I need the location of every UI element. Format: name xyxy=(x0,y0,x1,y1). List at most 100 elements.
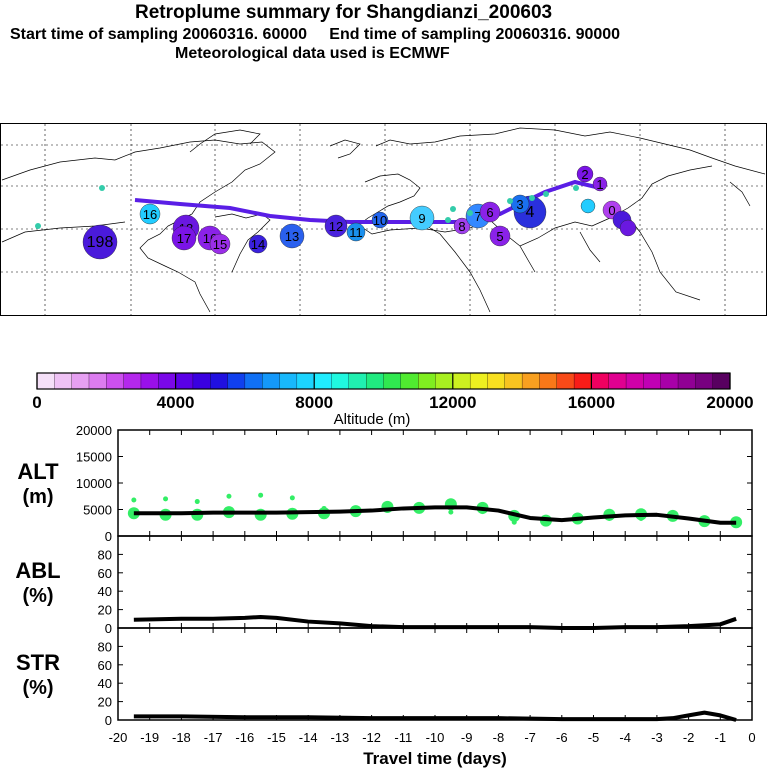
panel-abl: 0 20 40 60 80 ABL(%) xyxy=(15,535,753,636)
plume-marker xyxy=(479,201,501,223)
x-tick-label: -13 xyxy=(331,730,350,745)
colorbar-cell xyxy=(383,372,402,390)
plume-marker-label: 198 xyxy=(87,234,114,251)
plume-marker-label: 6 xyxy=(486,205,493,220)
plume-speckle xyxy=(445,217,451,223)
y-tick-label: 80 xyxy=(98,639,112,654)
plume-marker-label: 5 xyxy=(496,229,503,244)
plume-marker xyxy=(580,198,596,214)
x-tick-label: -1 xyxy=(715,730,727,745)
plume-speckle xyxy=(99,185,105,191)
colorbar-cell xyxy=(331,372,350,390)
plume-marker xyxy=(82,224,118,260)
panel-frame xyxy=(117,627,753,721)
panel-alt: 0 5000 10000 15000 20000 ALT(m) xyxy=(17,423,753,544)
plume-speckle xyxy=(529,195,535,201)
plume-marker-label: 12 xyxy=(329,219,343,234)
plume-marker-label: 2 xyxy=(581,167,588,182)
plume-marker xyxy=(576,165,594,183)
y-tick-label: 20 xyxy=(98,695,112,710)
altitude-dot xyxy=(638,516,644,522)
colorbar-cell xyxy=(88,372,107,390)
altitude-dot xyxy=(131,497,137,503)
plume-marker-label: 10 xyxy=(373,213,387,228)
colorbar-cell xyxy=(591,372,610,390)
plume-speckle xyxy=(507,198,513,204)
colorbar-cell xyxy=(314,372,332,390)
colorbar-cell xyxy=(452,372,471,390)
altitude-dot xyxy=(194,499,200,505)
panel-frame xyxy=(117,535,753,629)
x-tick-label: -10 xyxy=(426,730,445,745)
x-tick-label: -11 xyxy=(394,730,412,745)
y-tick-label: 80 xyxy=(98,547,112,562)
colorbar-tick-label: 8000 xyxy=(295,393,333,412)
plume-marker-label: 14 xyxy=(251,237,265,252)
colorbar-cell xyxy=(106,372,125,390)
colorbar-cell xyxy=(54,372,73,390)
colorbar-cell xyxy=(36,372,55,390)
plume-marker xyxy=(592,176,608,192)
colorbar-cell xyxy=(296,372,315,390)
plume-marker xyxy=(619,219,637,237)
colorbar-tick-label: 12000 xyxy=(429,393,476,412)
y-tick-label: 15000 xyxy=(76,450,112,465)
altitude-dot xyxy=(289,495,295,501)
colorbar-cell xyxy=(366,372,384,390)
colorbar-cell xyxy=(556,372,575,390)
x-tick-label: -18 xyxy=(172,730,191,745)
plume-marker-label: 16 xyxy=(143,207,157,222)
altitude-dot xyxy=(511,519,517,525)
colorbar-cell xyxy=(348,372,367,390)
plume-marker-label: 3 xyxy=(516,197,523,212)
colorbar-cell xyxy=(625,372,644,390)
time-series-panels: 05000100001500020000ALT(m)020406080ABL(%… xyxy=(15,423,755,768)
altitude-dot xyxy=(163,496,169,502)
plume-marker xyxy=(171,225,197,251)
plume-marker xyxy=(279,223,305,249)
colorbar-cell xyxy=(262,372,281,390)
x-tick-label: -6 xyxy=(556,730,568,745)
plume-marker xyxy=(409,205,435,231)
y-tick-label: 40 xyxy=(98,676,112,691)
plume-marker-label: 1 xyxy=(596,177,603,192)
plume-marker-label: 11 xyxy=(349,225,363,240)
colorbar-cell xyxy=(71,372,90,390)
series-line xyxy=(133,614,737,630)
plume-marker-label: 9 xyxy=(418,211,425,226)
series-line xyxy=(133,710,737,722)
plume-speckle xyxy=(573,185,579,191)
colorbar-cells xyxy=(36,372,731,390)
colorbar-cell xyxy=(677,372,696,390)
colorbar-cell xyxy=(192,372,211,390)
altitude-dot xyxy=(448,509,454,515)
x-tick-label: -3 xyxy=(651,730,663,745)
colorbar-cell xyxy=(244,372,263,390)
colorbar-cell xyxy=(123,372,142,390)
x-tick-label: -16 xyxy=(235,730,254,745)
y-tick-label: 0 xyxy=(105,529,112,544)
plume-marker xyxy=(248,234,268,254)
x-tick-label: -4 xyxy=(619,730,631,745)
colorbar-cell xyxy=(279,372,298,390)
colorbar-cell xyxy=(487,372,506,390)
x-axis-title: Travel time (days) xyxy=(363,749,507,768)
met-data-note: Meteorological data used is ECMWF xyxy=(175,45,450,62)
colorbar-cell xyxy=(504,372,523,390)
colorbar-cell xyxy=(539,372,558,390)
map-markers: 198161817161514131211109876543210 xyxy=(35,165,637,260)
colorbar-cell xyxy=(695,372,714,390)
y-tick-label: 40 xyxy=(98,584,112,599)
colorbar-cell xyxy=(521,372,540,390)
plume-marker-label: 4 xyxy=(526,204,535,221)
x-tick-label: -12 xyxy=(362,730,381,745)
colorbar-cell xyxy=(608,372,627,390)
plume-speckle xyxy=(35,223,41,229)
panel-ylabel: STR xyxy=(16,650,60,675)
y-tick-label: 60 xyxy=(98,566,112,581)
plume-marker-label: 7 xyxy=(474,209,481,224)
x-tick-label: -5 xyxy=(588,730,600,745)
colorbar-cell xyxy=(210,372,229,390)
plume-marker xyxy=(346,222,366,242)
plume-marker xyxy=(371,211,389,229)
